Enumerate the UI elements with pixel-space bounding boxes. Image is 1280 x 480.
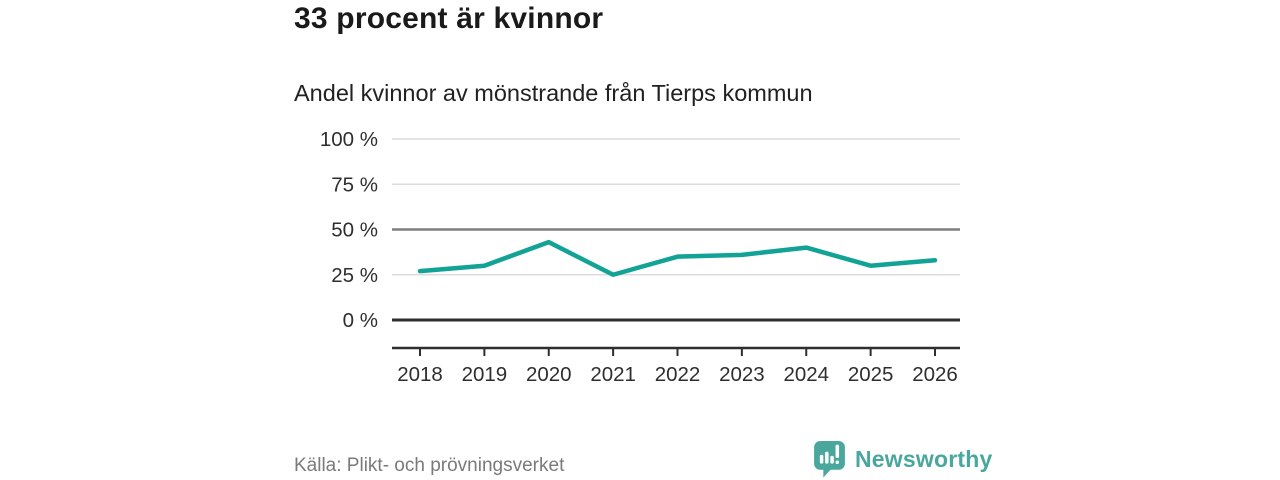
- x-tick-label: 2024: [783, 363, 829, 386]
- x-tick-label: 2026: [912, 363, 958, 386]
- x-tick-label: 2020: [526, 363, 572, 386]
- newsworthy-logo: Newsworthy: [813, 440, 992, 478]
- y-tick-label: 100 %: [320, 128, 378, 151]
- source-note: Källa: Plikt- och prövningsverket: [294, 455, 565, 476]
- x-tick-label: 2023: [719, 363, 765, 386]
- x-tick-label: 2021: [590, 363, 636, 386]
- y-tick-label: 25 %: [331, 264, 378, 287]
- x-tick-label: 2018: [397, 363, 443, 386]
- chart-subtitle: Andel kvinnor av mönstrande från Tierps …: [294, 80, 813, 106]
- x-tick-label: 2019: [462, 363, 508, 386]
- y-tick-label: 50 %: [331, 219, 378, 242]
- bar-chart-speech-bubble-icon: [814, 441, 845, 478]
- brand-name: Newsworthy: [855, 445, 993, 472]
- x-tick-label: 2022: [655, 363, 701, 386]
- trend-line: [417, 239, 938, 277]
- y-tick-label: 75 %: [331, 173, 378, 196]
- chart-title: 33 procent är kvinnor: [294, 2, 604, 35]
- x-tick-label: 2025: [848, 363, 894, 386]
- y-tick-label: 0 %: [343, 309, 378, 332]
